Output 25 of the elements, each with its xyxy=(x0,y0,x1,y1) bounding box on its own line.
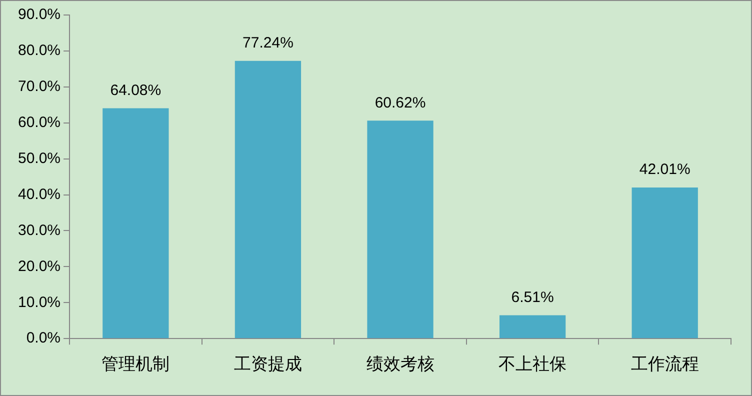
data-label: 42.01% xyxy=(639,161,690,178)
x-tick-label: 工资提成 xyxy=(234,354,302,374)
data-label: 77.24% xyxy=(242,34,294,52)
y-tick-label: 20.0% xyxy=(18,258,61,275)
bar xyxy=(367,120,434,338)
y-tick-label: 30.0% xyxy=(18,222,61,239)
y-tick-label: 60.0% xyxy=(18,114,61,132)
y-tick-label: 50.0% xyxy=(18,150,61,167)
y-tick-label: 70.0% xyxy=(18,78,61,96)
bar xyxy=(234,60,302,338)
x-tick-label: 不上社保 xyxy=(498,354,567,374)
bar xyxy=(102,108,169,338)
x-tick-label: 工作流程 xyxy=(630,354,699,374)
data-label: 64.08% xyxy=(110,82,162,99)
data-label: 60.62% xyxy=(374,94,426,112)
y-tick-label: 10.0% xyxy=(18,294,61,311)
y-tick-label: 0.0% xyxy=(26,330,61,347)
x-tick-label: 绩效考核 xyxy=(366,354,434,374)
y-tick-label: 80.0% xyxy=(18,42,61,60)
data-label: 6.51% xyxy=(511,288,554,306)
x-tick-label: 管理机制 xyxy=(102,354,170,374)
y-tick-label: 40.0% xyxy=(18,186,61,203)
bar xyxy=(632,188,698,338)
y-tick-label: 90.0% xyxy=(18,6,61,24)
bar xyxy=(499,315,566,338)
